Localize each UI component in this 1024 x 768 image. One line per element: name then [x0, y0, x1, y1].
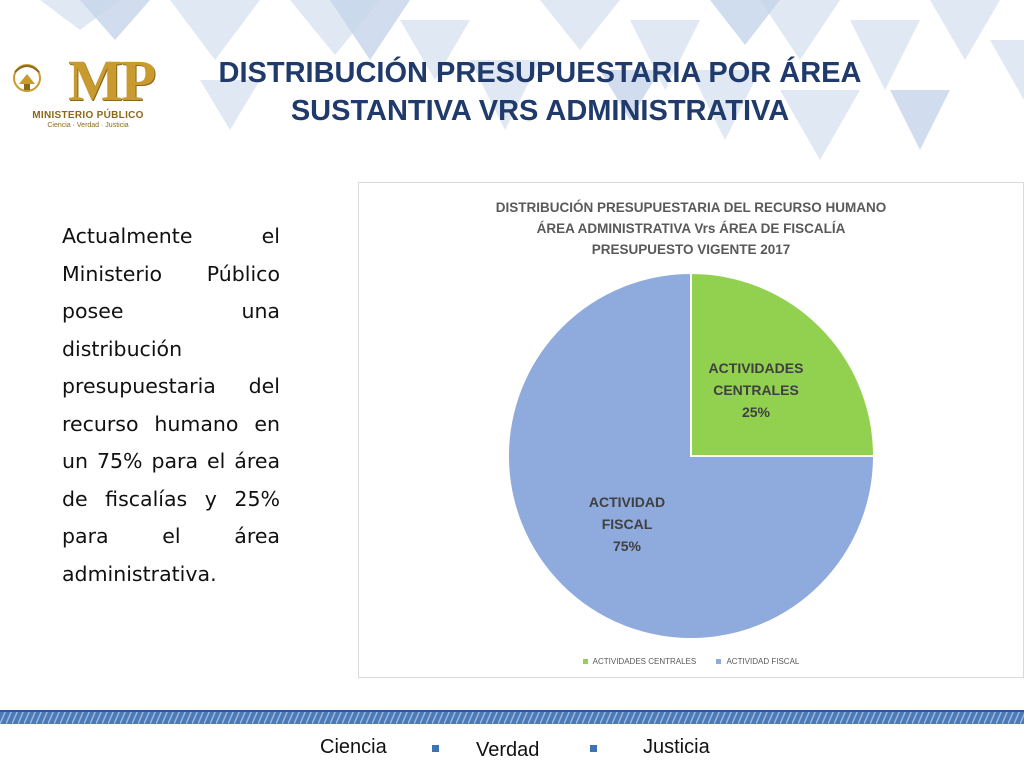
- pie-chart-panel: DISTRIBUCIÓN PRESUPUESTARIA DEL RECURSO …: [358, 182, 1024, 678]
- pie-slice-actividad-fiscal: [507, 271, 876, 640]
- page-title-line-1: DISTRIBUCIÓN PRESUPUESTARIA POR ÁREA: [218, 57, 862, 89]
- legend-swatch: [582, 659, 588, 665]
- pie-slice-label: ACTIVIDAD FISCAL 75%: [589, 494, 665, 554]
- legend-item-actividades-centrales: ACTIVIDADES CENTRALES: [582, 657, 697, 666]
- chart-title-line-3: PRESUPUESTO VIGENTE 2017: [591, 242, 791, 257]
- pie-slice-actividades-centrales: [690, 271, 876, 457]
- logo-subtitle: MINISTERIO PÚBLICO: [32, 110, 144, 121]
- footer-bullet: [432, 745, 439, 752]
- footer-motto-verdad: Verdad: [476, 739, 540, 761]
- pie-chart: ACTIVIDADES CENTRALES 25% ACTIVIDAD FISCAL 75…: [507, 271, 876, 640]
- body-paragraph: Actualmente el Ministerio Público posee …: [62, 224, 280, 586]
- legend-item-actividad-fiscal: ACTIVIDAD FISCAL: [716, 657, 799, 666]
- footer-motto: Ciencia Verdad Justicia: [0, 736, 1024, 766]
- footer-motto-ciencia: Ciencia: [320, 736, 387, 758]
- chart-legend: ACTIVIDADES CENTRALES ACTIVIDAD FISCAL: [359, 657, 1023, 666]
- chart-title: DISTRIBUCIÓN PRESUPUESTARIA DEL RECURSO …: [359, 197, 1023, 260]
- page-title-line-2: SUSTANTIVA VRS ADMINISTRATIVA: [290, 95, 790, 127]
- page-title: DISTRIBUCIÓN PRESUPUESTARIA POR ÁREA SUS…: [170, 54, 910, 130]
- logo-mark: MP: [68, 48, 156, 113]
- chart-title-line-2: ÁREA ADMINISTRATIVA Vrs ÁREA DE FISCALÍA: [536, 221, 846, 236]
- pie-slice-label: ACTIVIDADES CENTRALES 25%: [709, 360, 804, 420]
- legend-label: ACTIVIDADES CENTRALES: [592, 657, 697, 666]
- footer-bullet: [590, 745, 597, 752]
- footer-band: [0, 710, 1024, 724]
- header-decoration: [40, 0, 1024, 160]
- legend-swatch: [716, 659, 722, 665]
- logo-motto: Ciencia · Verdad · Justicia: [47, 122, 129, 129]
- chart-title-line-1: DISTRIBUCIÓN PRESUPUESTARIA DEL RECURSO …: [495, 200, 887, 215]
- legend-label: ACTIVIDAD FISCAL: [726, 657, 800, 666]
- ministerio-publico-logo: MP MINISTERIO PÚBLICO Ciencia · Verdad ·…: [10, 48, 156, 132]
- footer-motto-justicia: Justicia: [643, 736, 710, 758]
- coat-of-arms-icon: [13, 64, 41, 92]
